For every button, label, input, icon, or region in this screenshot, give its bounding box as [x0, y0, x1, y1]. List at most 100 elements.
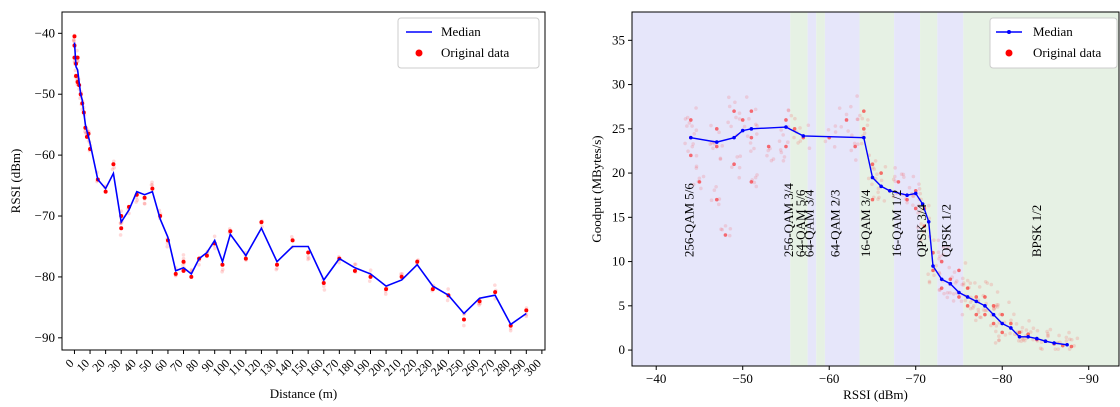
data-point-faint — [687, 121, 692, 125]
data-point — [974, 295, 979, 299]
data-point-faint — [891, 177, 896, 182]
data-point-faint — [786, 108, 791, 113]
data-point-faint — [720, 144, 725, 148]
data-point — [905, 197, 909, 202]
x-axis-label: RSSI (dBm) — [843, 387, 908, 402]
y-tick-label: 15 — [612, 209, 625, 224]
data-point-faint — [991, 307, 996, 311]
data-point-faint — [765, 153, 769, 158]
data-point — [732, 109, 736, 113]
data-point-faint — [855, 117, 860, 122]
x-tick-label: −90 — [1079, 371, 1099, 386]
data-point-faint — [445, 298, 450, 303]
median-marker — [1026, 334, 1030, 339]
y-tick-label: 20 — [612, 165, 625, 180]
data-point — [189, 274, 194, 279]
data-point-faint — [992, 307, 996, 311]
data-point-faint — [754, 122, 758, 127]
y-tick-label: 10 — [612, 254, 625, 269]
data-point-faint — [858, 113, 862, 118]
data-point-faint — [779, 128, 783, 132]
data-point-faint — [983, 279, 988, 284]
data-point-faint — [973, 281, 977, 285]
data-point-faint — [832, 145, 837, 149]
mcs-band-labels: 256-QAM 5/6 256-QAM 3/464-QAM 5/664-QAM 3… — [681, 183, 1044, 258]
data-point-faint — [716, 202, 721, 207]
data-point-faint — [197, 263, 201, 267]
data-point-faint — [727, 233, 732, 238]
median-marker — [974, 299, 979, 304]
data-point-faint — [1057, 333, 1061, 338]
data-point-faint — [1014, 322, 1019, 326]
data-point — [784, 144, 788, 149]
data-point-faint — [951, 292, 956, 296]
data-point-faint — [221, 267, 225, 272]
data-point — [72, 34, 77, 39]
data-point-faint — [951, 299, 956, 303]
median-marker — [1065, 342, 1069, 347]
data-point-faint — [701, 174, 706, 179]
data-point-faint — [711, 146, 715, 151]
data-point-faint — [737, 175, 742, 180]
data-point-faint — [850, 133, 854, 138]
data-point-faint — [882, 199, 887, 203]
legend-box — [397, 17, 540, 69]
data-point — [714, 197, 719, 202]
data-point-faint — [968, 306, 973, 311]
data-point-faint — [720, 227, 725, 232]
median-marker — [879, 184, 883, 189]
data-point-faint — [941, 245, 946, 249]
legend-data-label: Original data — [1033, 45, 1101, 60]
median-marker — [926, 219, 931, 224]
data-point — [181, 259, 186, 264]
legend: Median Original data — [989, 17, 1118, 69]
data-point-faint — [976, 310, 981, 315]
data-point-faint — [777, 139, 782, 144]
axis-ticks: −40 −50 −60 −70 −80 −90 0 5 10 15 20 25 30 35 — [612, 32, 1099, 386]
data-point-faint — [948, 290, 952, 295]
data-point-faint — [714, 184, 718, 189]
data-point-faint — [712, 188, 717, 192]
data-point — [1017, 330, 1022, 335]
mcs-band-label: 256-QAM 3/4 — [781, 183, 796, 258]
data-point-faint — [150, 183, 155, 187]
data-point-faint — [1022, 338, 1027, 343]
data-point-faint — [1046, 334, 1050, 339]
data-point-faint — [728, 226, 733, 231]
data-point — [321, 281, 326, 286]
data-point-faint — [275, 266, 279, 271]
data-point-faint — [961, 283, 966, 287]
mcs-band-label: 256-QAM 5/6 — [681, 183, 696, 258]
data-point-faint — [118, 233, 123, 237]
data-point-faint — [938, 254, 942, 258]
data-point-faint — [508, 328, 513, 333]
median-marker — [948, 281, 953, 286]
data-point — [1026, 332, 1030, 336]
median-marker — [784, 125, 788, 129]
data-point-faint — [846, 129, 850, 133]
data-point-faint — [352, 262, 357, 267]
data-point-faint — [1039, 340, 1044, 345]
data-point-faint — [960, 282, 964, 287]
data-point-faint — [870, 182, 874, 187]
data-point-faint — [985, 281, 990, 285]
data-point-faint — [697, 176, 702, 181]
data-point-faint — [691, 182, 696, 187]
legend-median-marker — [1007, 30, 1011, 34]
mcs-band — [824, 12, 860, 366]
data-point — [1000, 330, 1005, 335]
data-point — [1000, 312, 1005, 317]
mcs-band-label: 64-QAM 2/3 — [828, 190, 843, 258]
median-marker — [862, 135, 866, 140]
x-tick-label: −70 — [906, 371, 926, 386]
data-point-faint — [1067, 337, 1072, 342]
data-point-faint — [893, 174, 897, 179]
data-point-faint — [1056, 347, 1061, 351]
data-point-faint — [994, 303, 999, 307]
mcs-band — [963, 12, 1119, 366]
data-point-faint — [932, 238, 936, 242]
data-point-faint — [462, 323, 466, 328]
data-point-faint — [916, 211, 920, 215]
data-point — [461, 317, 466, 322]
